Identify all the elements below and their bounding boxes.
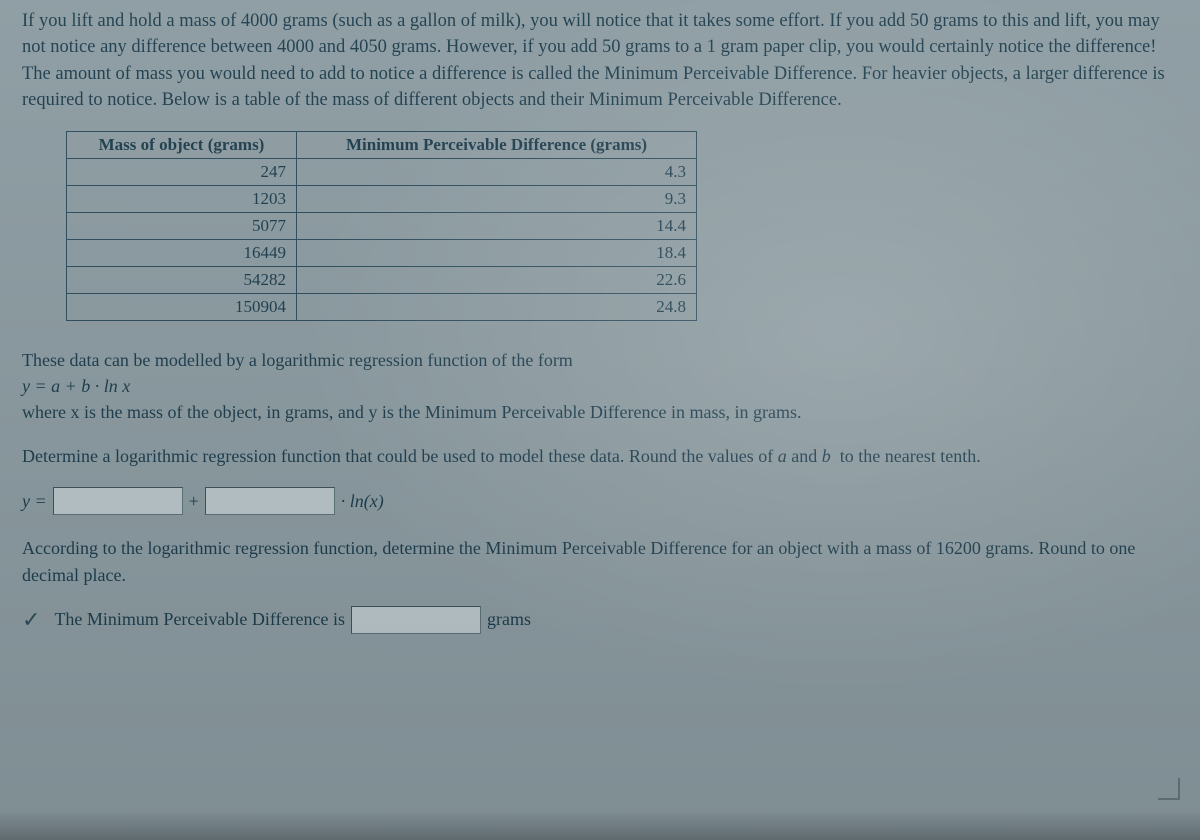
model-line2: where x is the mass of the object, in gr… xyxy=(22,402,801,422)
y-equals-label: y = xyxy=(22,491,47,512)
mpd-answer-row: ✓ The Minimum Perceivable Difference is … xyxy=(22,606,1182,634)
cell-mpd: 22.6 xyxy=(297,267,697,294)
table-row: 15090424.8 xyxy=(67,294,697,321)
cell-mass: 150904 xyxy=(67,294,297,321)
model-paragraph: These data can be modelled by a logarith… xyxy=(22,347,1182,425)
intro-paragraph: If you lift and hold a mass of 4000 gram… xyxy=(22,8,1182,113)
cell-mpd: 14.4 xyxy=(297,213,697,240)
table-row: 2474.3 xyxy=(67,159,697,186)
input-mpd[interactable] xyxy=(351,606,481,634)
table-row: 1644918.4 xyxy=(67,240,697,267)
cell-mpd: 9.3 xyxy=(297,186,697,213)
header-mass: Mass of object (grams) xyxy=(67,132,297,159)
bottom-shadow xyxy=(0,810,1200,840)
header-mpd: Minimum Perceivable Difference (grams) xyxy=(297,132,697,159)
cell-mass: 16449 xyxy=(67,240,297,267)
cell-mass: 247 xyxy=(67,159,297,186)
data-table: Mass of object (grams) Minimum Perceivab… xyxy=(66,131,697,321)
table-row: 12039.3 xyxy=(67,186,697,213)
cell-mpd: 4.3 xyxy=(297,159,697,186)
table-row: 5428222.6 xyxy=(67,267,697,294)
mpd-answer-label: The Minimum Perceivable Difference is xyxy=(54,609,345,630)
determine-paragraph: Determine a logarithmic regression funct… xyxy=(22,443,1182,469)
cell-mass: 54282 xyxy=(67,267,297,294)
model-formula: y = a + b · ln x xyxy=(22,376,130,396)
input-b[interactable] xyxy=(205,487,335,515)
lnx-label: · ln(x) xyxy=(341,491,384,512)
cell-mpd: 18.4 xyxy=(297,240,697,267)
unit-label: grams xyxy=(487,609,531,630)
determine-text: Determine a logarithmic regression funct… xyxy=(22,446,981,466)
regression-answer-row: y = + · ln(x) xyxy=(22,487,1182,515)
model-line1: These data can be modelled by a logarith… xyxy=(22,350,573,370)
resize-corner-icon xyxy=(1158,778,1180,800)
according-paragraph: According to the logarithmic regression … xyxy=(22,535,1182,587)
input-a[interactable] xyxy=(53,487,183,515)
check-icon: ✓ xyxy=(22,607,40,633)
table-row: 507714.4 xyxy=(67,213,697,240)
cell-mass: 5077 xyxy=(67,213,297,240)
cell-mass: 1203 xyxy=(67,186,297,213)
cell-mpd: 24.8 xyxy=(297,294,697,321)
plus-label: + xyxy=(189,491,199,512)
table-header-row: Mass of object (grams) Minimum Perceivab… xyxy=(67,132,697,159)
